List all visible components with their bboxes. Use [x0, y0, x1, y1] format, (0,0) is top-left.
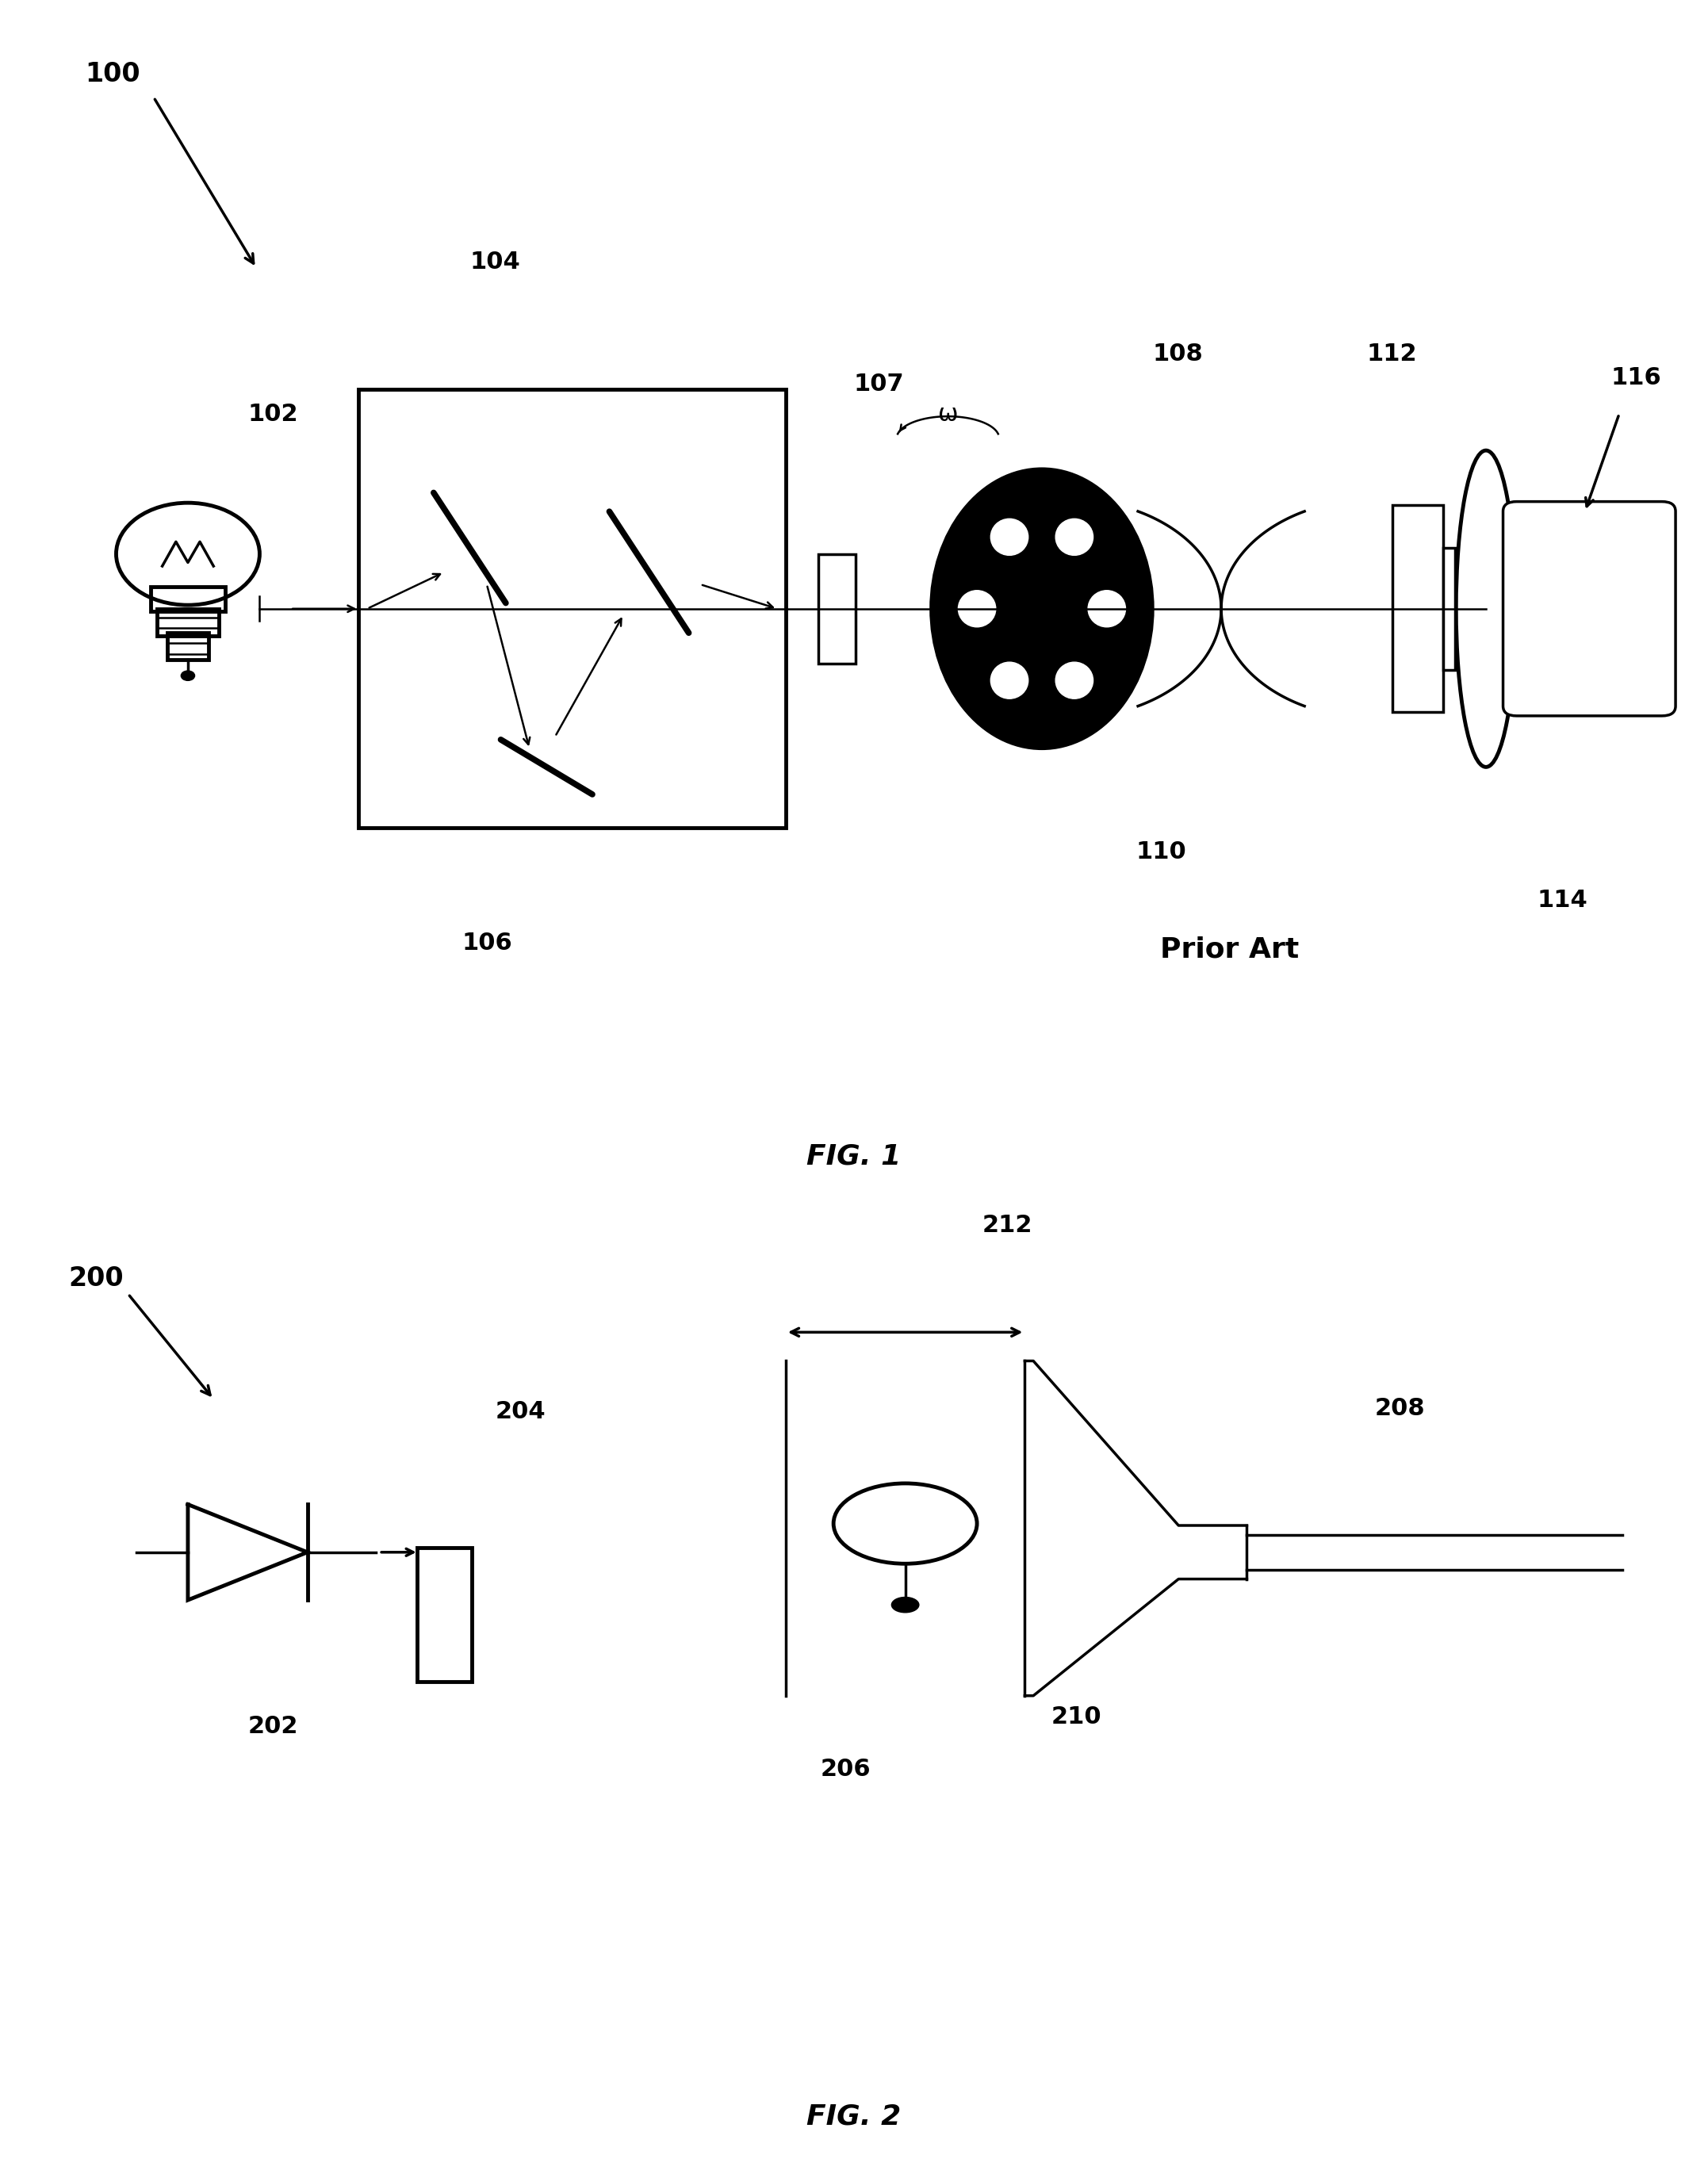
Text: 206: 206	[820, 1759, 871, 1781]
Text: 212: 212	[982, 1213, 1032, 1237]
Text: 110: 110	[1136, 839, 1187, 863]
Ellipse shape	[1056, 663, 1093, 698]
Text: 210: 210	[1050, 1704, 1102, 1728]
Text: 107: 107	[854, 372, 905, 396]
Text: FIG. 1: FIG. 1	[806, 1144, 902, 1170]
Ellipse shape	[1056, 520, 1093, 554]
Bar	[1392, 504, 1443, 713]
Circle shape	[181, 672, 195, 680]
Bar	[818, 554, 856, 663]
Text: 104: 104	[470, 250, 521, 274]
Bar	[167, 633, 208, 661]
Text: 100: 100	[85, 61, 140, 87]
Text: ω: ω	[938, 402, 958, 426]
Bar	[417, 1548, 471, 1681]
Text: 116: 116	[1611, 367, 1662, 389]
Ellipse shape	[1088, 591, 1126, 626]
Text: FIG. 2: FIG. 2	[806, 2102, 902, 2131]
Bar	[157, 609, 219, 635]
Ellipse shape	[958, 591, 996, 626]
Ellipse shape	[1455, 450, 1515, 767]
Text: 114: 114	[1537, 889, 1588, 911]
Text: 106: 106	[461, 930, 512, 954]
Circle shape	[892, 1598, 919, 1613]
Text: 208: 208	[1375, 1398, 1426, 1420]
FancyBboxPatch shape	[1503, 502, 1676, 715]
Text: 112: 112	[1366, 341, 1418, 365]
Bar	[1443, 548, 1455, 670]
Text: 204: 204	[495, 1400, 547, 1424]
Text: 108: 108	[1153, 341, 1204, 365]
Text: Prior Art: Prior Art	[1160, 937, 1300, 963]
Text: 200: 200	[68, 1265, 123, 1291]
Text: 102: 102	[248, 402, 299, 426]
Ellipse shape	[931, 470, 1153, 748]
Text: 202: 202	[248, 1715, 297, 1737]
Bar	[150, 587, 225, 611]
Ellipse shape	[991, 520, 1028, 554]
Bar	[359, 389, 786, 828]
Ellipse shape	[991, 663, 1028, 698]
